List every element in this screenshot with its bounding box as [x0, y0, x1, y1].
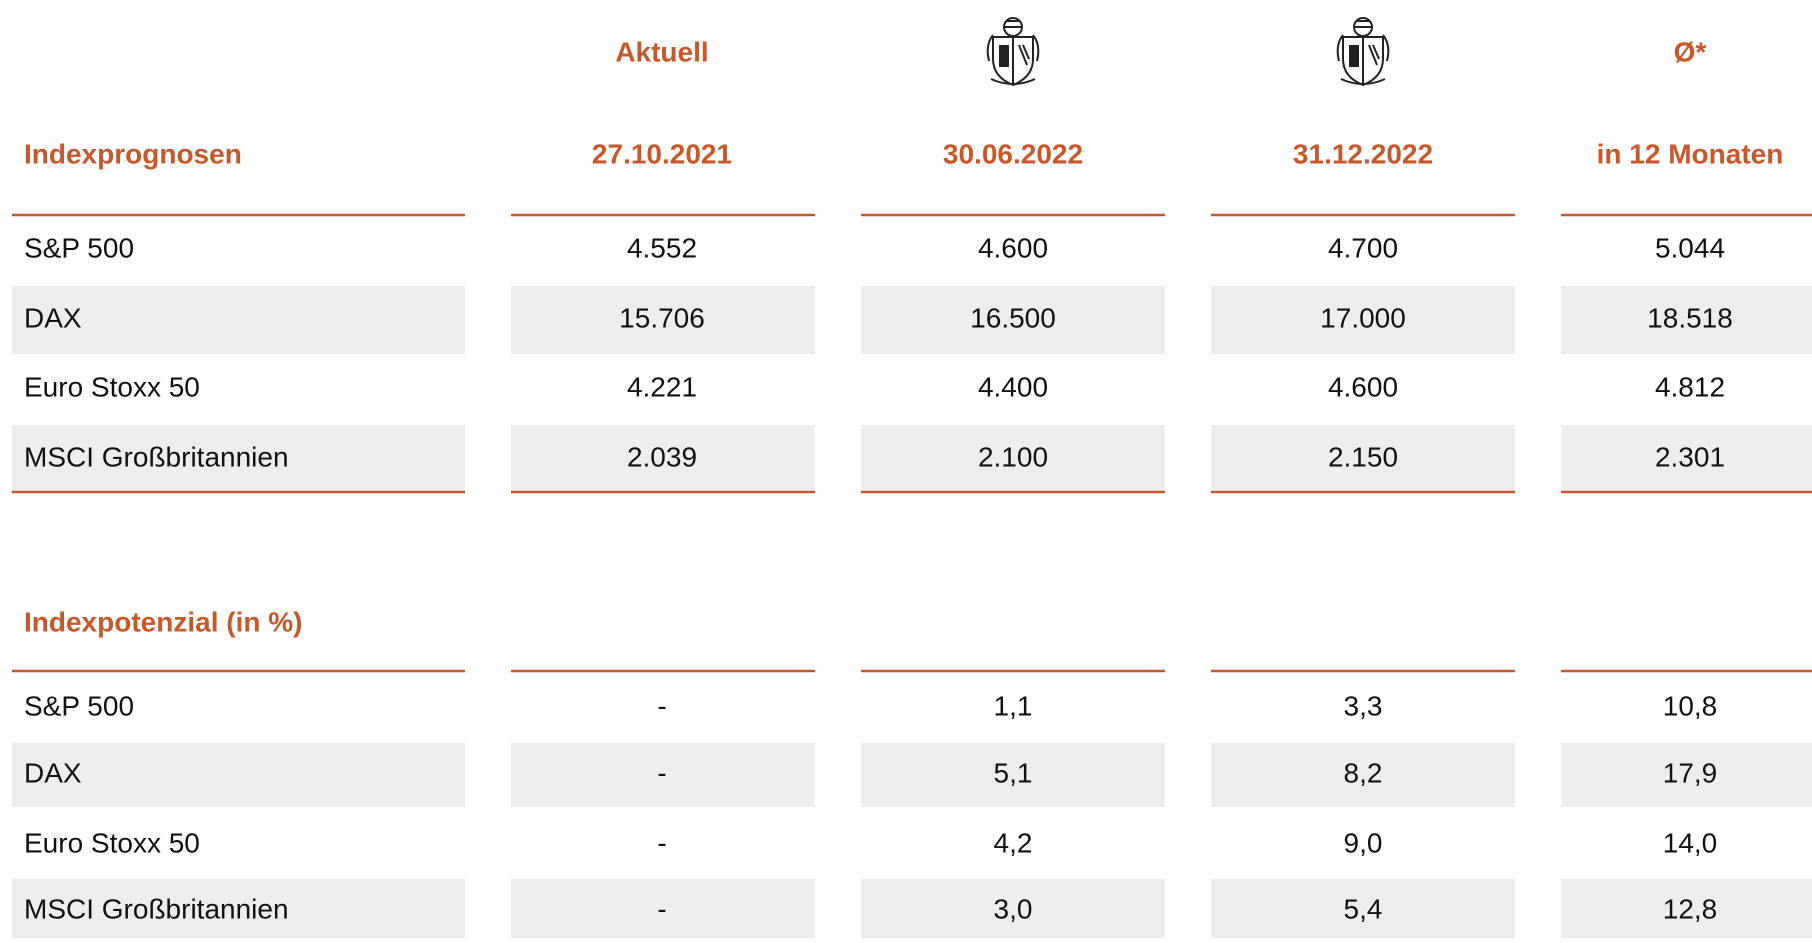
cell-value: 4.600: [978, 232, 1048, 263]
cell-value: 4.600: [1328, 371, 1398, 402]
row-shade: [861, 743, 1165, 807]
section-title: Indexprognosen: [24, 138, 242, 169]
logo: [986, 17, 1040, 86]
cell-value: 2.150: [1328, 441, 1398, 472]
column-date: in 12 Monaten: [1597, 138, 1784, 169]
column-top: Ø*: [1674, 36, 1707, 67]
cell-value: 2.100: [978, 441, 1048, 472]
cell-value: 5,1: [994, 757, 1033, 788]
row-label: Euro Stoxx 50: [24, 371, 200, 402]
row-shade: [1211, 879, 1515, 943]
row-shade: [861, 879, 1165, 943]
cell-value: 4,2: [994, 827, 1033, 858]
row-shade: [511, 425, 815, 493]
cell-value: -: [657, 827, 666, 858]
cell-value: 5,4: [1344, 893, 1383, 924]
cell-value: 4.552: [627, 232, 697, 263]
column-date: 30.06.2022: [943, 138, 1083, 169]
cell-value: 17.000: [1320, 302, 1406, 333]
row-shade: [1211, 425, 1515, 493]
cell-value: 18.518: [1647, 302, 1733, 333]
cell-value: 17,9: [1663, 757, 1718, 788]
cell-value: 2.039: [627, 441, 697, 472]
row-label: DAX: [24, 757, 82, 788]
cell-value: 12,8: [1663, 893, 1718, 924]
row-shade: [12, 879, 465, 943]
cell-value: 16.500: [970, 302, 1056, 333]
cell-value: -: [657, 690, 666, 721]
cell-value: 14,0: [1663, 827, 1718, 858]
cell-value: -: [657, 757, 666, 788]
row-shade: [1561, 879, 1812, 943]
row-shade: [511, 879, 815, 943]
row-shade: [511, 286, 815, 354]
cell-value: 4.700: [1328, 232, 1398, 263]
cell-value: 10,8: [1663, 690, 1718, 721]
cell-value: 3,3: [1344, 690, 1383, 721]
row-shade: [861, 286, 1165, 354]
row-label: DAX: [24, 302, 82, 333]
row-label: MSCI Großbritannien: [24, 893, 289, 924]
column-date: 27.10.2021: [592, 138, 732, 169]
cell-value: 3,0: [994, 893, 1033, 924]
column-date: 31.12.2022: [1293, 138, 1433, 169]
row-shade: [1561, 286, 1812, 354]
row-shade: [1211, 743, 1515, 807]
row-shade: [1561, 743, 1812, 807]
logo: [1336, 17, 1390, 86]
section-title: Indexpotenzial (in %): [24, 606, 302, 637]
cell-value: 9,0: [1344, 827, 1383, 858]
row-shade: [12, 743, 465, 807]
cell-value: 8,2: [1344, 757, 1383, 788]
cell-value: 5.044: [1655, 232, 1725, 263]
cell-value: -: [657, 893, 666, 924]
row-label: Euro Stoxx 50: [24, 827, 200, 858]
row-label: MSCI Großbritannien: [24, 441, 289, 472]
row-shade: [511, 743, 815, 807]
row-shade: [1561, 425, 1812, 493]
row-shade: [12, 425, 465, 493]
cell-value: 15.706: [619, 302, 705, 333]
cell-value: 2.301: [1655, 441, 1725, 472]
cell-value: 4.400: [978, 371, 1048, 402]
row-label: S&P 500: [24, 690, 134, 721]
column-top: Aktuell: [615, 36, 708, 67]
cell-value: 1,1: [994, 690, 1033, 721]
cell-value: 4.221: [627, 371, 697, 402]
row-shade: [12, 286, 465, 354]
row-shade: [1211, 286, 1515, 354]
row-shade: [861, 425, 1165, 493]
row-label: S&P 500: [24, 232, 134, 263]
cell-value: 4.812: [1655, 371, 1725, 402]
